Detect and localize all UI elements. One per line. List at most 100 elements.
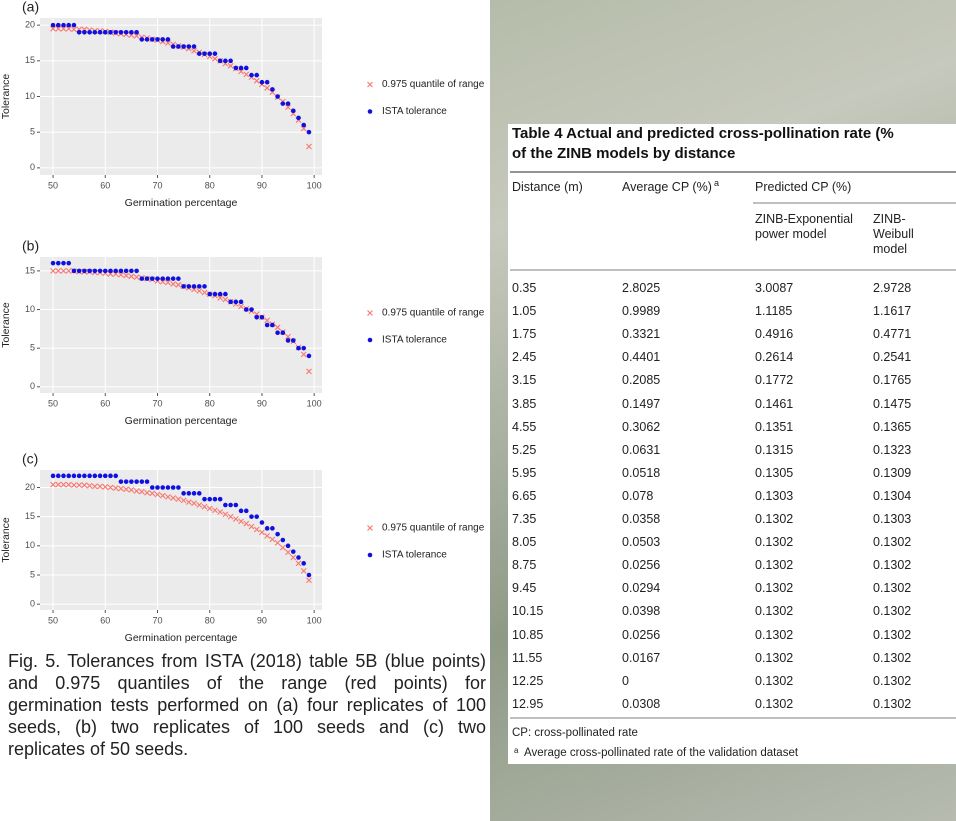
data-point xyxy=(81,482,88,489)
table-cell: 0.1765 xyxy=(873,373,912,388)
data-point xyxy=(112,485,119,491)
data-point xyxy=(165,276,171,281)
data-point xyxy=(149,37,155,42)
column-header: ZINB-Exponential power model xyxy=(755,212,853,241)
y-tick-label: 15 xyxy=(25,55,35,65)
data-point xyxy=(290,549,296,554)
data-point xyxy=(133,488,140,494)
x-axis-label: Germination percentage xyxy=(125,632,238,644)
data-point xyxy=(149,490,156,497)
data-point xyxy=(259,520,265,525)
data-point xyxy=(76,473,82,479)
table-cell: 2.45 xyxy=(512,350,537,365)
data-point xyxy=(196,51,202,56)
data-point xyxy=(186,491,192,496)
data-point xyxy=(108,473,113,479)
table-cell: 4.55 xyxy=(512,419,537,434)
data-point xyxy=(301,122,307,128)
data-point xyxy=(50,22,56,28)
data-point xyxy=(97,268,103,274)
table-cell: 8.75 xyxy=(512,558,537,573)
data-point xyxy=(129,479,134,484)
table-cell: 5.95 xyxy=(512,465,537,480)
data-point xyxy=(92,473,98,479)
data-point xyxy=(139,479,145,484)
data-point xyxy=(300,568,307,574)
table-cell: 0.1305 xyxy=(755,465,794,480)
data-point xyxy=(275,94,280,99)
data-point xyxy=(123,29,129,35)
table-cell: 0.1302 xyxy=(873,696,912,711)
x-tick-label: 90 xyxy=(257,180,267,190)
column-header: Distance (m) xyxy=(512,180,583,194)
data-point xyxy=(144,479,150,484)
legend-marker xyxy=(367,337,373,343)
legend-marker xyxy=(367,310,373,316)
data-point xyxy=(306,143,312,150)
data-point xyxy=(306,577,312,584)
x-axis-label: Germination percentage xyxy=(125,197,238,209)
data-point xyxy=(249,72,254,78)
data-point xyxy=(149,485,155,490)
table-cell: 0.1475 xyxy=(873,396,912,411)
table-cell: 0.1303 xyxy=(873,512,912,526)
data-point xyxy=(50,25,56,32)
panel-label: (c) xyxy=(22,451,38,467)
data-point xyxy=(238,508,244,514)
data-point xyxy=(217,58,223,64)
data-point xyxy=(154,491,161,498)
data-point xyxy=(243,508,249,514)
legend-label: 0.975 quantile of range xyxy=(382,79,485,90)
data-point xyxy=(55,268,62,274)
data-point xyxy=(76,268,82,274)
data-point xyxy=(139,276,145,281)
table-cell: 1.1617 xyxy=(873,304,912,319)
data-point xyxy=(165,485,171,490)
figure-caption: Fig. 5. Tolerances from ISTA (2018) tabl… xyxy=(8,651,486,759)
y-tick-label: 15 xyxy=(25,511,35,521)
data-point xyxy=(155,276,160,281)
data-point xyxy=(61,22,66,28)
data-point xyxy=(108,268,113,274)
data-point xyxy=(60,25,67,32)
data-point xyxy=(50,268,56,274)
data-point xyxy=(206,505,213,512)
data-point xyxy=(186,284,192,289)
data-point xyxy=(212,51,218,56)
data-point xyxy=(118,29,124,35)
data-point xyxy=(253,77,260,84)
data-point xyxy=(134,29,139,35)
data-point xyxy=(264,79,270,85)
data-point xyxy=(185,499,192,505)
data-point xyxy=(181,44,186,49)
plot-background xyxy=(40,470,322,610)
data-point xyxy=(222,296,229,303)
table-cell: 0.0503 xyxy=(622,535,661,550)
table-title: of the ZINB models by distance xyxy=(512,145,736,162)
x-tick-label: 60 xyxy=(100,398,110,408)
data-point xyxy=(274,324,281,331)
x-tick-label: 50 xyxy=(48,398,58,408)
y-tick-label: 10 xyxy=(25,91,35,101)
legend-label: ISTA tolerance xyxy=(382,335,447,346)
data-point xyxy=(306,368,312,375)
data-point xyxy=(285,101,291,106)
data-point xyxy=(128,273,135,280)
data-point xyxy=(201,289,208,296)
table-cell: 0.3062 xyxy=(622,419,661,434)
data-point xyxy=(270,87,275,92)
data-point xyxy=(113,473,119,479)
data-point xyxy=(129,29,134,35)
data-point xyxy=(149,276,155,281)
table-cell: 0.0167 xyxy=(622,650,661,665)
x-tick-label: 70 xyxy=(152,398,162,408)
data-point xyxy=(118,479,124,484)
data-point xyxy=(82,29,87,35)
table-cell: 0.1772 xyxy=(755,373,794,388)
data-point xyxy=(232,516,239,522)
data-point xyxy=(175,496,182,503)
data-point xyxy=(202,284,207,289)
y-tick-label: 15 xyxy=(25,265,35,275)
table-cell: 2.8025 xyxy=(622,281,661,295)
